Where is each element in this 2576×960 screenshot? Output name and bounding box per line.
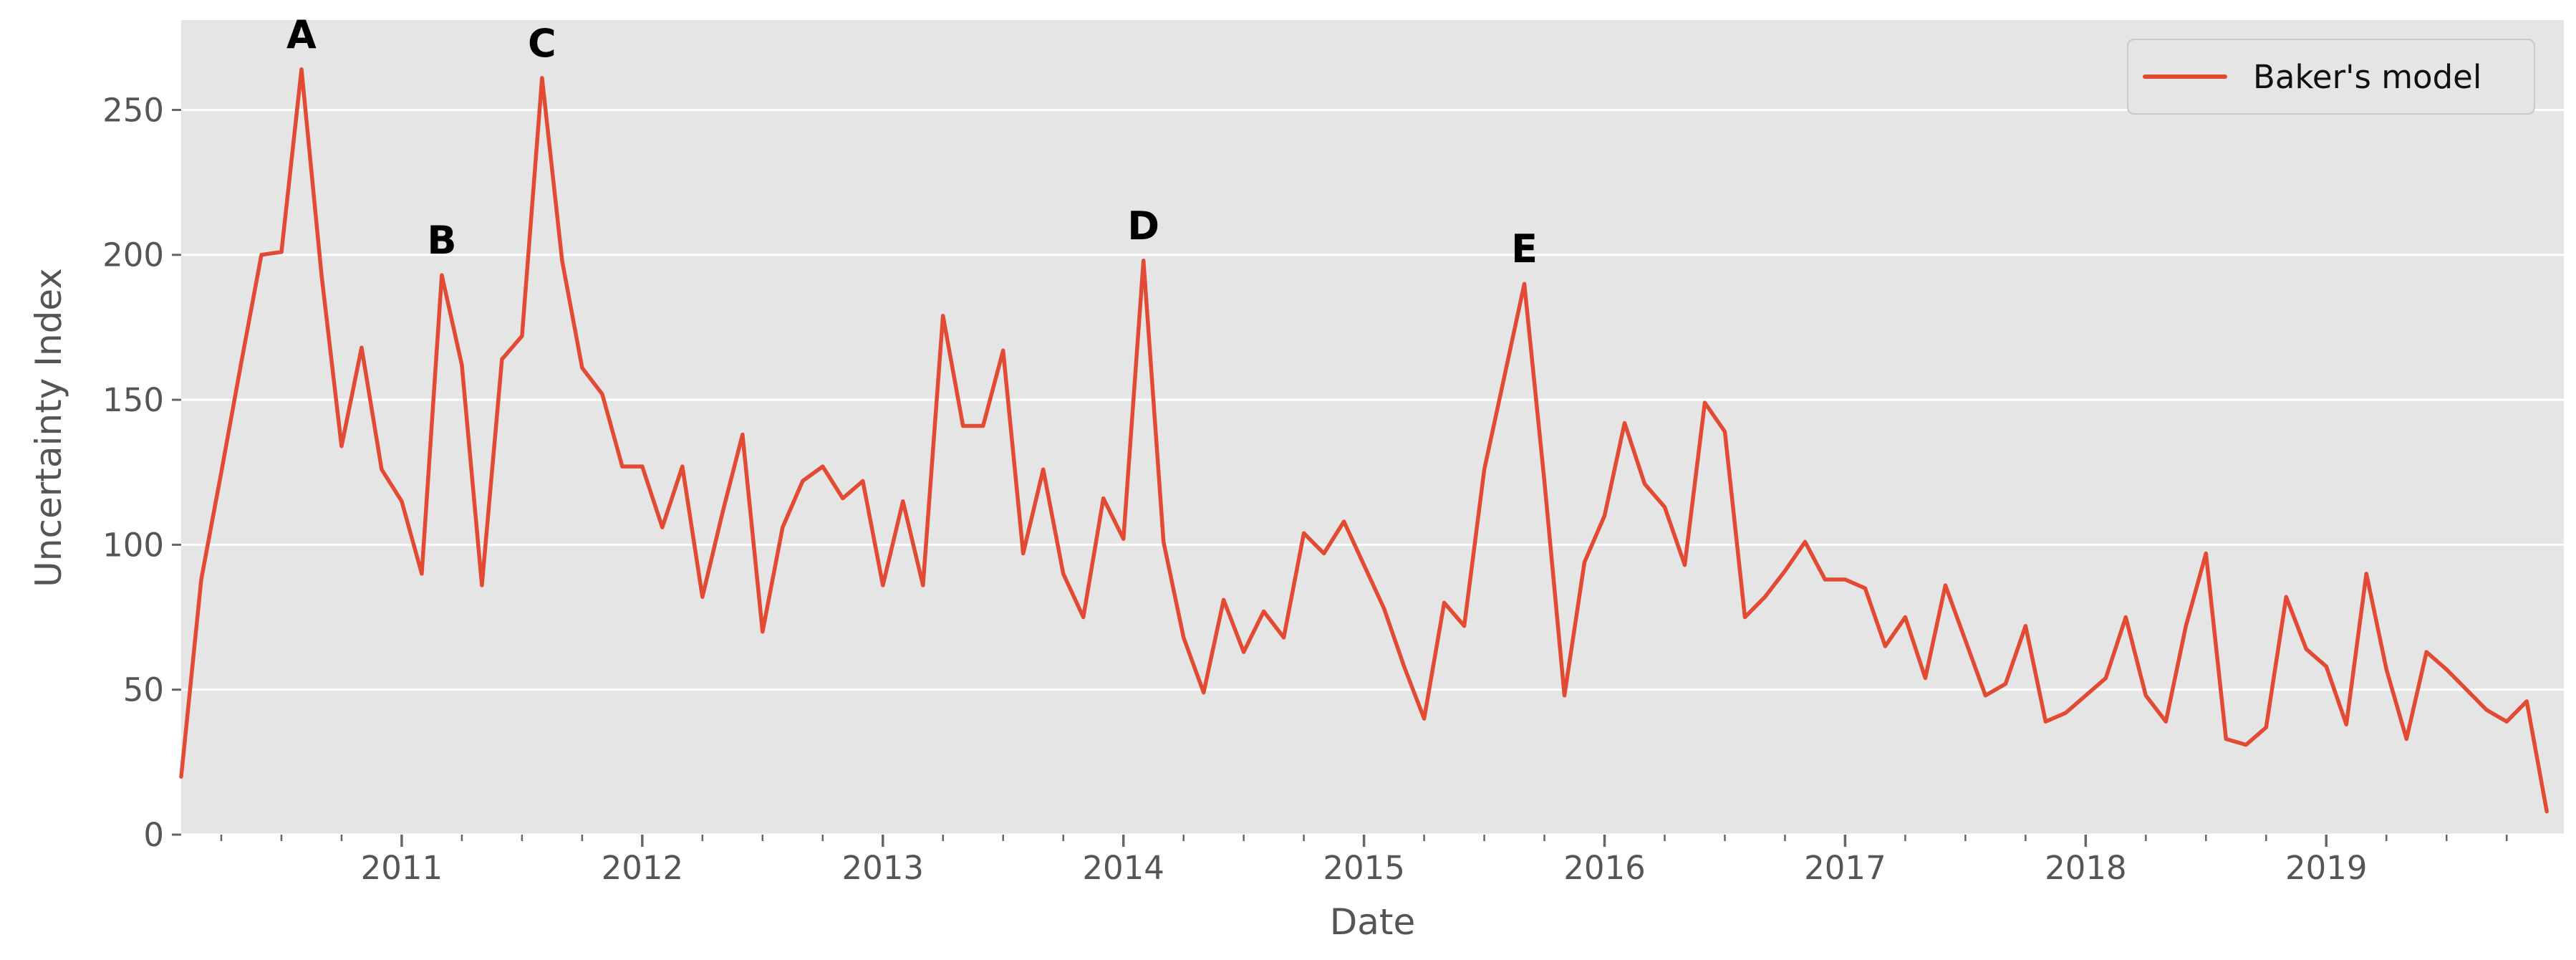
- x-axis-label: Date: [1329, 901, 1416, 943]
- annotation-D: D: [1127, 203, 1159, 249]
- x-tick-label: 2016: [1563, 849, 1646, 887]
- y-tick-label: 0: [143, 816, 164, 854]
- x-tick-label: 2011: [361, 849, 443, 887]
- annotation-A: A: [286, 12, 317, 57]
- annotation-B: B: [427, 218, 456, 263]
- annotation-C: C: [528, 21, 556, 66]
- x-tick-label: 2012: [602, 849, 684, 887]
- y-tick-label: 200: [102, 236, 164, 274]
- y-tick-label: 100: [102, 526, 164, 564]
- legend-series-label: Baker's model: [2253, 57, 2482, 96]
- plot-background: [181, 20, 2564, 835]
- x-tick-label: 2019: [2285, 849, 2368, 887]
- y-tick-label: 150: [102, 381, 164, 419]
- legend: Baker's model: [2127, 39, 2535, 115]
- x-tick-label: 2018: [2045, 849, 2127, 887]
- y-axis-label: Uncertainty Index: [28, 268, 69, 587]
- line-series-baker-s-model: [179, 67, 2549, 814]
- x-tick-label: 2015: [1323, 849, 1405, 887]
- x-tick-label: 2017: [1804, 849, 1886, 887]
- x-tick-label: 2013: [841, 849, 924, 887]
- y-tick-label: 50: [123, 671, 164, 709]
- y-tick-label: 250: [102, 91, 164, 129]
- x-tick-label: 2014: [1082, 849, 1164, 887]
- annotation-E: E: [1511, 226, 1538, 272]
- legend-line-sample-icon: [2143, 75, 2227, 79]
